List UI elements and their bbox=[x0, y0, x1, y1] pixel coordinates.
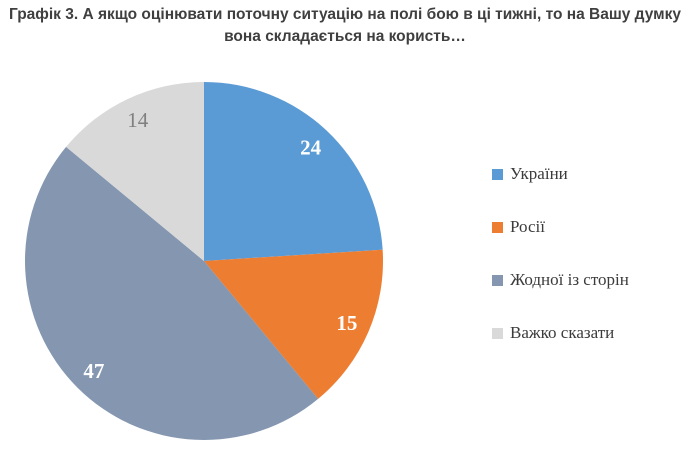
legend-item-hard-to-say: Важко сказати bbox=[492, 321, 629, 345]
chart-title: Графік 3. А якщо оцінювати поточну ситуа… bbox=[0, 4, 690, 48]
chart-title-line-2: вона складається на користь… bbox=[224, 28, 466, 45]
legend-label-hard-to-say: Важко сказати bbox=[510, 323, 615, 342]
legend-swatch-ukraine bbox=[492, 168, 503, 180]
legend-swatch-russia bbox=[492, 221, 503, 233]
chart-title-line-1: Графік 3. А якщо оцінювати поточну ситуа… bbox=[9, 6, 681, 23]
pie-slice-2 bbox=[25, 146, 319, 440]
pie-data-label-2: 47 bbox=[83, 359, 104, 383]
legend-item-neither-side: Жодної із сторін bbox=[492, 268, 629, 292]
legend-swatch-hard-to-say bbox=[492, 327, 503, 339]
legend: України Росії Жодної із сторін Важко ска… bbox=[492, 162, 629, 345]
legend-item-ukraine: України bbox=[492, 162, 629, 186]
legend-swatch-neither-side bbox=[492, 274, 503, 286]
legend-label-neither-side: Жодної із сторін bbox=[510, 270, 629, 289]
pie-data-label-0: 24 bbox=[300, 136, 322, 160]
legend-item-russia: Росії bbox=[492, 215, 629, 239]
pie-slices: 24 15 47 14 bbox=[25, 82, 384, 440]
pie-slice-3 bbox=[66, 82, 204, 261]
pie-slice-0 bbox=[204, 82, 383, 261]
legend-label-russia: Росії bbox=[510, 217, 545, 236]
pie-slice-1 bbox=[204, 249, 384, 399]
legend-label-ukraine: України bbox=[510, 164, 568, 183]
pie-data-label-3: 14 bbox=[127, 108, 149, 132]
pie-data-label-1: 15 bbox=[336, 311, 357, 335]
